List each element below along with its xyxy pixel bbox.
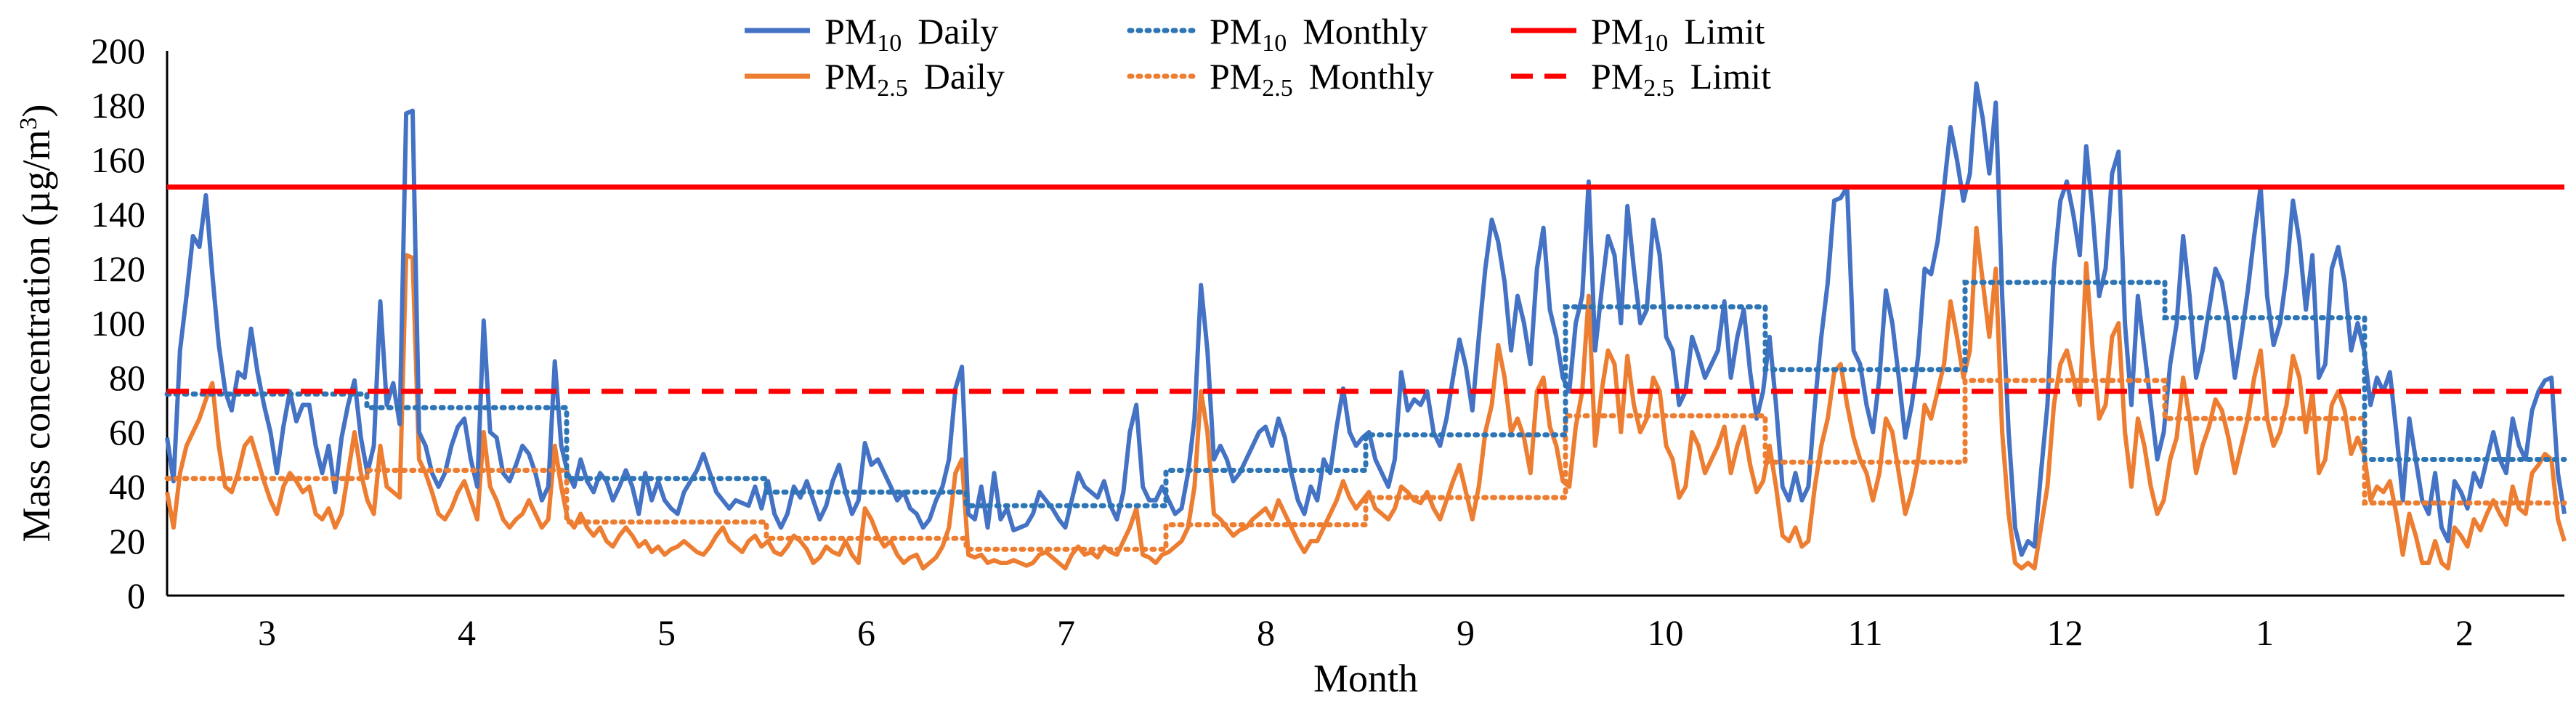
y-axis-title: Mass concentration (µg/m3) [15,105,58,543]
legend: PM10 Daily PM2.5 Daily PM10 Monthly PM2.5 Mo… [745,11,1771,102]
x-tick-label: 3 [258,612,276,653]
x-tick-label: 6 [857,612,875,653]
y-tick-label: 120 [91,248,145,289]
series-pm10-daily [165,81,2567,557]
x-tick-label: 9 [1457,612,1475,653]
x-tick-label: 7 [1057,612,1075,653]
x-tick-label: 12 [2047,612,2083,653]
x-tick-label: 5 [657,612,676,653]
legend-item-pm10-daily: PM10 Daily [745,11,998,57]
legend-item-pm25-limit: PM2.5 Limit [1511,56,1771,102]
x-tick-label: 10 [1648,612,1684,653]
x-ticks: 3 4 5 6 7 8 9 10 11 12 1 2 [258,612,2474,653]
x-tick-label: 8 [1257,612,1275,653]
y-tick-label: 60 [109,412,145,453]
y-tick-label: 40 [109,466,145,507]
x-tick-label: 11 [1847,612,1882,653]
legend-item-pm10-monthly: PM10 Monthly [1127,11,1428,57]
y-tick-label: 0 [127,575,145,616]
y-tick-label: 80 [109,357,145,398]
x-tick-label: 2 [2455,612,2474,653]
y-tick-label: 140 [91,194,145,235]
legend-item-pm25-monthly: PM2.5 Monthly [1127,56,1434,102]
series-layer [164,81,2567,571]
legend-item-pm25-daily: PM2.5 Daily [745,56,1005,102]
x-axis-title: Month [1313,657,1418,700]
y-ticks: 0 20 40 60 80 100 120 140 160 180 200 [91,31,145,616]
legend-item-pm10-limit: PM10 Limit [1511,11,1765,57]
y-tick-label: 160 [91,139,145,180]
y-tick-label: 100 [91,303,145,344]
series-pm10-monthly [164,280,2567,508]
series-pm25-monthly [164,378,2567,552]
x-tick-label: 1 [2256,612,2274,653]
y-tick-label: 180 [91,85,145,126]
x-tick-label: 4 [458,612,476,653]
y-tick-label: 20 [109,521,145,561]
y-tick-label: 200 [91,31,145,71]
